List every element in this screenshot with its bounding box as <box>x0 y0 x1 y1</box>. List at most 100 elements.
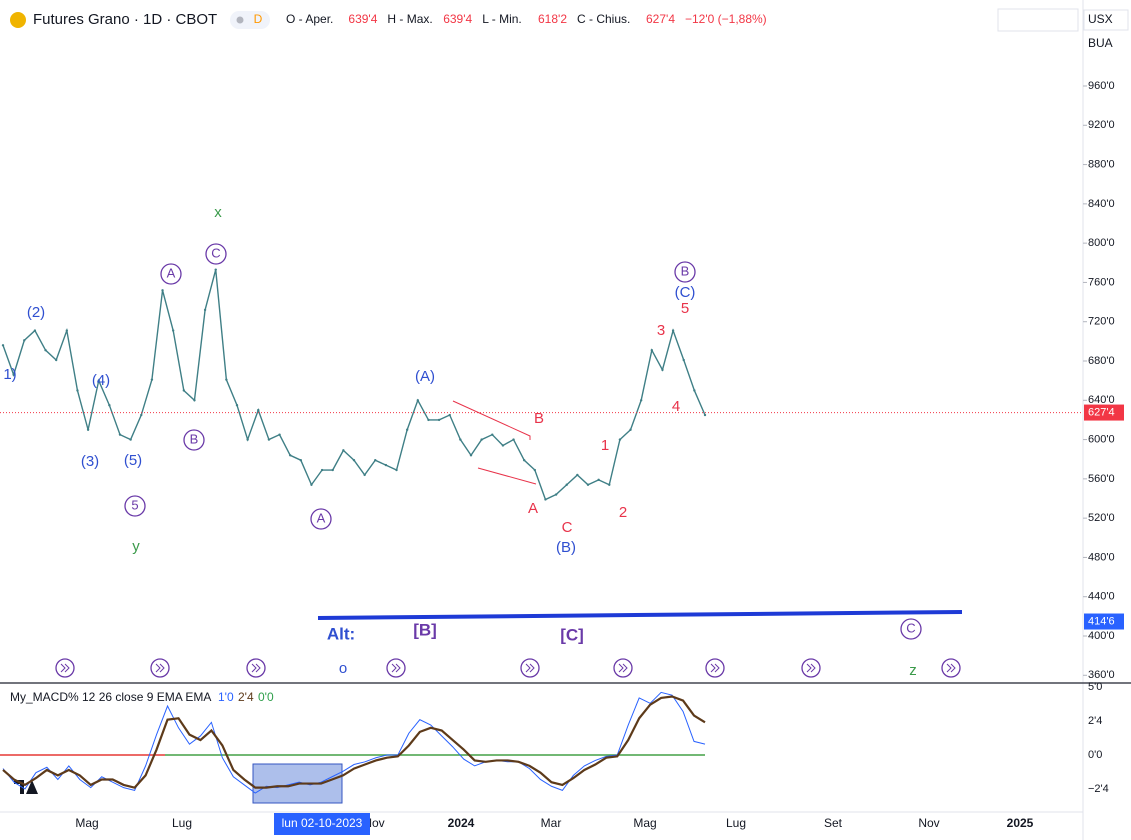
price-point <box>480 438 483 441</box>
wave-label: (2) <box>27 304 45 321</box>
price-point <box>405 428 409 431</box>
wave-label: (A) <box>415 368 435 385</box>
toolbar-buttons[interactable] <box>997 8 1079 32</box>
price-point <box>469 454 473 457</box>
price-point <box>182 389 186 392</box>
price-point <box>214 268 217 271</box>
price-point <box>12 373 15 376</box>
wave-label: B <box>190 431 199 446</box>
unit[interactable]: BUA <box>1088 36 1113 50</box>
price-point <box>374 458 377 462</box>
price-point <box>235 403 239 407</box>
symbol-icon <box>10 12 26 28</box>
wave-label: 2 <box>619 504 627 521</box>
price-point <box>203 308 207 312</box>
wave-label: (4) <box>92 372 110 389</box>
wave-circle <box>205 243 227 265</box>
time-label: Mag <box>75 816 98 830</box>
crosshair-date: lun 02-10-2023 <box>282 816 363 830</box>
ohlc-key: O - Aper. <box>286 12 333 26</box>
wave-label: [B] <box>413 620 437 639</box>
level-label: 414'6 <box>1088 615 1115 627</box>
time-label: Lug <box>172 816 192 830</box>
wave-label: (3) <box>81 453 99 470</box>
ohlc-value: 639'4 <box>443 12 472 26</box>
currency-box[interactable] <box>1083 9 1129 31</box>
event-arrow <box>806 663 816 673</box>
price-point <box>257 408 260 412</box>
price-point <box>671 329 675 332</box>
y-tick-label: 800'0 <box>1088 237 1115 249</box>
y-tick-label: 960'0 <box>1088 80 1115 92</box>
wave-label: (5) <box>124 452 142 469</box>
y-tick-label: 600'0 <box>1088 433 1115 445</box>
macd-readout: 2'4 <box>238 690 254 704</box>
wave-circle <box>900 618 922 640</box>
y-tick-label: 480'0 <box>1088 551 1115 563</box>
wave-label: o <box>339 660 347 677</box>
price-point <box>118 433 122 436</box>
price-point <box>44 348 47 352</box>
wave-label: [C] <box>560 625 584 644</box>
time-label: Set <box>824 816 843 830</box>
wave-label: (B) <box>556 539 576 556</box>
y-tick-label: 640'0 <box>1088 394 1115 406</box>
macd-line <box>2 695 706 789</box>
price-point <box>150 378 154 381</box>
event-arrow <box>525 663 535 673</box>
macd-tick-label: 0'0 <box>1088 749 1102 761</box>
price-point <box>384 463 388 467</box>
price-point <box>586 483 590 486</box>
price-point <box>23 339 26 342</box>
y-tick-label: 440'0 <box>1088 591 1115 603</box>
last-price-tag <box>1084 404 1124 421</box>
price-point <box>33 329 37 332</box>
y-tick-label: 680'0 <box>1088 355 1115 367</box>
event-arrow <box>391 663 401 673</box>
price-point <box>639 399 643 402</box>
price-point <box>97 379 100 382</box>
last-price-label: 627'4 <box>1088 406 1115 418</box>
price-point <box>395 468 398 472</box>
price-point <box>448 413 451 417</box>
wave-label: A <box>528 500 538 517</box>
y-tick-label: 560'0 <box>1088 473 1115 485</box>
price-point <box>629 428 632 431</box>
time-label: Mag <box>633 816 656 830</box>
price-point <box>459 438 462 441</box>
macd-readout: 1'0 <box>218 690 234 704</box>
y-tick-label: 360'0 <box>1088 669 1115 681</box>
y-tick-label: 760'0 <box>1088 276 1115 288</box>
badge: D <box>254 12 263 26</box>
level-tag <box>1084 613 1124 630</box>
macd-tick-label: −2'4 <box>1088 783 1109 795</box>
price-point <box>544 498 547 501</box>
price-point <box>161 289 164 292</box>
price-point <box>171 329 175 332</box>
wave-circle <box>124 495 146 517</box>
price-point <box>693 389 696 392</box>
triangle-lower <box>477 467 537 485</box>
wave-label: A <box>167 265 176 280</box>
ohlc-key: H - Max. <box>387 12 432 26</box>
ohlc-value: 627'4 <box>646 12 675 26</box>
wave-label: y <box>132 538 140 555</box>
event-arrow <box>618 663 628 673</box>
price-point <box>565 483 568 486</box>
price-point <box>501 444 505 447</box>
currency[interactable]: USX <box>1088 12 1113 26</box>
price-point <box>703 413 707 417</box>
price-point <box>437 418 441 422</box>
price-point <box>491 433 494 436</box>
wave-label: C <box>211 245 220 260</box>
symbol: Futures Grano · 1D · CBOT <box>33 11 217 28</box>
event-arrow <box>710 663 720 673</box>
price-point <box>54 358 58 362</box>
wave-label: B <box>534 410 544 427</box>
price-point <box>320 468 324 472</box>
y-tick-label: 880'0 <box>1088 158 1115 170</box>
wave-label: x <box>214 204 222 221</box>
event-arrow <box>251 663 261 673</box>
ohlc-key: C - Chius. <box>577 12 630 26</box>
